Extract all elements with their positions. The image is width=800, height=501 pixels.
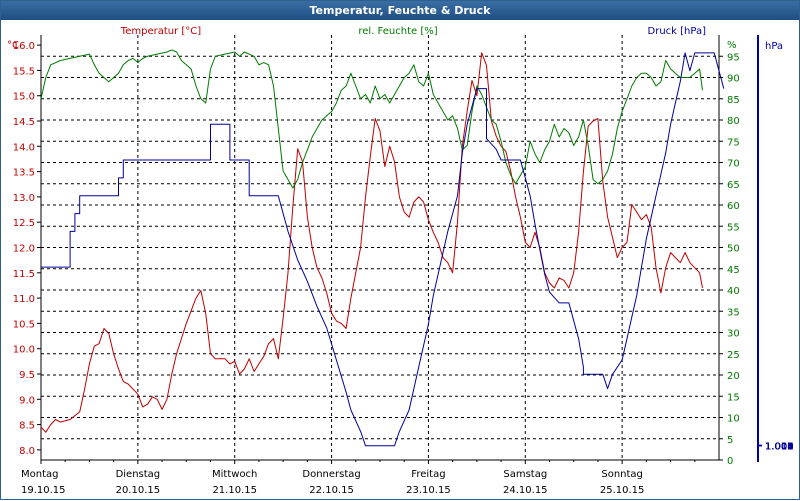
humidity-tick-label: 50 bbox=[727, 244, 740, 255]
date-label: 20.10.15 bbox=[116, 485, 161, 496]
temperature-axis: °C Temperatur [°C] 8.0 8.5 9.0 9.5 10.0 10.5 11.… bbox=[7, 26, 201, 457]
pressure-tick-label: 1.010 bbox=[765, 441, 794, 452]
pressure-tick-label: 1.003 bbox=[765, 442, 794, 453]
temperature-line bbox=[40, 52, 703, 433]
pressure-tick-label: 1.005 bbox=[765, 442, 794, 453]
date-label: 25.10.15 bbox=[600, 485, 645, 496]
humidity-tick-label: 85 bbox=[727, 95, 740, 106]
day-label: Mittwoch bbox=[212, 469, 257, 480]
date-label: 23.10.15 bbox=[406, 485, 451, 496]
day-label: Freitag bbox=[411, 469, 445, 480]
humidity-tick-label: 5 bbox=[727, 435, 733, 446]
humidity-tick-label: 20 bbox=[727, 371, 740, 382]
humidity-axis: rel. Feuchte [%]% 0 5 10 15 20 25 30 35 40 45 50 55 6… bbox=[358, 26, 739, 467]
temperature-unit-label: °C bbox=[7, 40, 19, 51]
pressure-tick-label: 1.009 bbox=[765, 441, 794, 452]
pressure-unit-label: hPa bbox=[765, 41, 783, 52]
day-label: Dienstag bbox=[116, 469, 161, 480]
temperature-tick-label: 10.5 bbox=[13, 319, 35, 330]
day-label: Samstag bbox=[503, 469, 547, 480]
pressure-tick-label: 1.011 bbox=[765, 441, 794, 452]
pressure-axis: Druck [hPa]hPa1.0001.0011.0021.0031.0041… bbox=[648, 26, 794, 453]
humidity-tick-label: 70 bbox=[727, 159, 740, 170]
temperature-tick-label: 11.5 bbox=[13, 269, 35, 280]
humidity-tick-label: 40 bbox=[727, 286, 740, 297]
pressure-line bbox=[41, 52, 725, 447]
humidity-tick-label: 60 bbox=[727, 201, 740, 212]
temperature-tick-label: 9.0 bbox=[19, 395, 35, 406]
temperature-tick-label: 14.5 bbox=[13, 117, 35, 128]
temperature-tick-label: 16.0 bbox=[13, 41, 35, 52]
humidity-tick-label: 65 bbox=[727, 180, 740, 191]
humidity-unit-label: % bbox=[727, 40, 737, 51]
pressure-tick-label: 1.007 bbox=[765, 441, 794, 452]
temperature-tick-label: 12.0 bbox=[13, 244, 35, 255]
humidity-tick-label: 75 bbox=[727, 137, 740, 148]
temperature-tick-label: 9.5 bbox=[19, 370, 35, 381]
humidity-tick-label: 30 bbox=[727, 329, 740, 340]
humidity-tick-label: 80 bbox=[727, 116, 740, 127]
temperature-tick-label: 8.5 bbox=[19, 421, 35, 432]
date-label: 19.10.15 bbox=[21, 485, 66, 496]
humidity-tick-label: 55 bbox=[727, 222, 740, 233]
humidity-tick-label: 90 bbox=[727, 74, 740, 85]
humidity-tick-label: 0 bbox=[727, 456, 733, 467]
temperature-tick-label: 14.0 bbox=[13, 142, 35, 153]
series-layer bbox=[40, 49, 725, 447]
humidity-tick-label: 15 bbox=[727, 392, 740, 403]
humidity-tick-label: 45 bbox=[727, 265, 740, 276]
humidity-tick-label: 35 bbox=[727, 307, 740, 318]
temperature-axis-title: Temperatur [°C] bbox=[120, 26, 201, 37]
humidity-tick-label: 95 bbox=[727, 52, 740, 63]
pressure-tick-label: 1.004 bbox=[765, 442, 794, 453]
temperature-tick-label: 11.0 bbox=[13, 294, 35, 305]
plot-border bbox=[40, 35, 759, 462]
temperature-tick-label: 13.0 bbox=[13, 193, 35, 204]
pressure-tick-label: 1.000 bbox=[765, 442, 794, 453]
day-label: Donnerstag bbox=[302, 469, 360, 480]
humidity-line bbox=[40, 49, 703, 189]
temperature-tick-label: 15.0 bbox=[13, 92, 35, 103]
temperature-tick-label: 12.5 bbox=[13, 218, 35, 229]
pressure-axis-title: Druck [hPa] bbox=[648, 26, 707, 37]
date-label: 21.10.15 bbox=[212, 485, 257, 496]
day-label: Montag bbox=[21, 469, 58, 480]
time-axis: Montag 19.10.15 Dienstag 20.10.15 Mittwoch 21… bbox=[21, 460, 696, 496]
temperature-tick-label: 13.5 bbox=[13, 168, 35, 179]
temperature-tick-label: 15.5 bbox=[13, 66, 35, 77]
temperature-tick-label: 8.0 bbox=[19, 446, 35, 457]
date-label: 24.10.15 bbox=[503, 485, 548, 496]
day-label: Sonntag bbox=[601, 469, 643, 480]
humidity-axis-title: rel. Feuchte [%] bbox=[358, 26, 437, 37]
date-label: 22.10.15 bbox=[309, 485, 354, 496]
pressure-tick-label: 1.006 bbox=[765, 442, 794, 453]
pressure-tick-label: 1.002 bbox=[765, 442, 794, 453]
window-title: Temperatur, Feuchte & Druck bbox=[1, 1, 799, 20]
humidity-tick-label: 25 bbox=[727, 350, 740, 361]
pressure-tick-label: 1.008 bbox=[765, 441, 794, 452]
humidity-tick-label: 10 bbox=[727, 414, 740, 425]
temperature-tick-label: 10.0 bbox=[13, 345, 35, 356]
pressure-tick-label: 1.001 bbox=[765, 442, 794, 453]
